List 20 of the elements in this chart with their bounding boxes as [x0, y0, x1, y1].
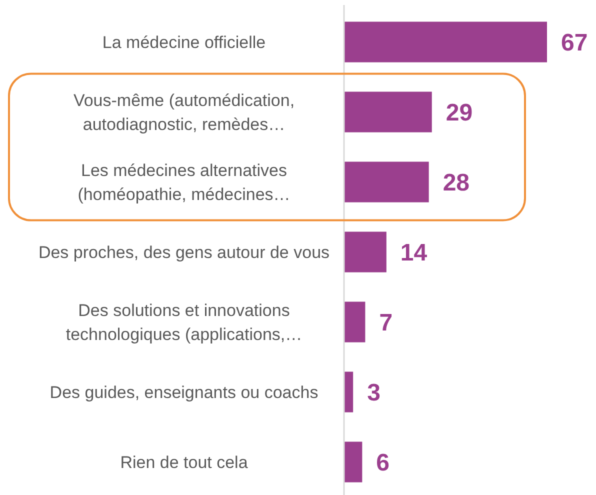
bar: [344, 302, 366, 342]
y-tick-label: Vous-même (automédication, autodiagnostic, remèdes…: [73, 90, 295, 134]
data-label: 7: [379, 309, 393, 336]
data-label: 3: [367, 379, 380, 406]
bar: [344, 232, 386, 272]
data-label: 6: [376, 449, 390, 476]
y-tick-label: Rien de tout cela: [120, 452, 248, 472]
y-tick-label: La médecine officielle: [102, 32, 266, 52]
bar: [344, 162, 429, 202]
bar: [344, 442, 362, 482]
data-label: 67: [561, 29, 588, 56]
bar: [344, 22, 547, 62]
y-tick-label: Les médecines alternatives (homéopathie, médecines…: [78, 160, 290, 204]
data-label: 28: [442, 169, 470, 196]
y-tick-label: Des proches, des gens autour de vous: [38, 242, 330, 262]
bar: [344, 92, 432, 132]
y-tick-label: Des guides, enseignants ou coachs: [50, 382, 318, 402]
data-label: 14: [400, 239, 428, 266]
y-tick-label: Des solutions et innovations technologiques (applications,…: [66, 300, 302, 344]
data-label: 29: [446, 99, 473, 126]
